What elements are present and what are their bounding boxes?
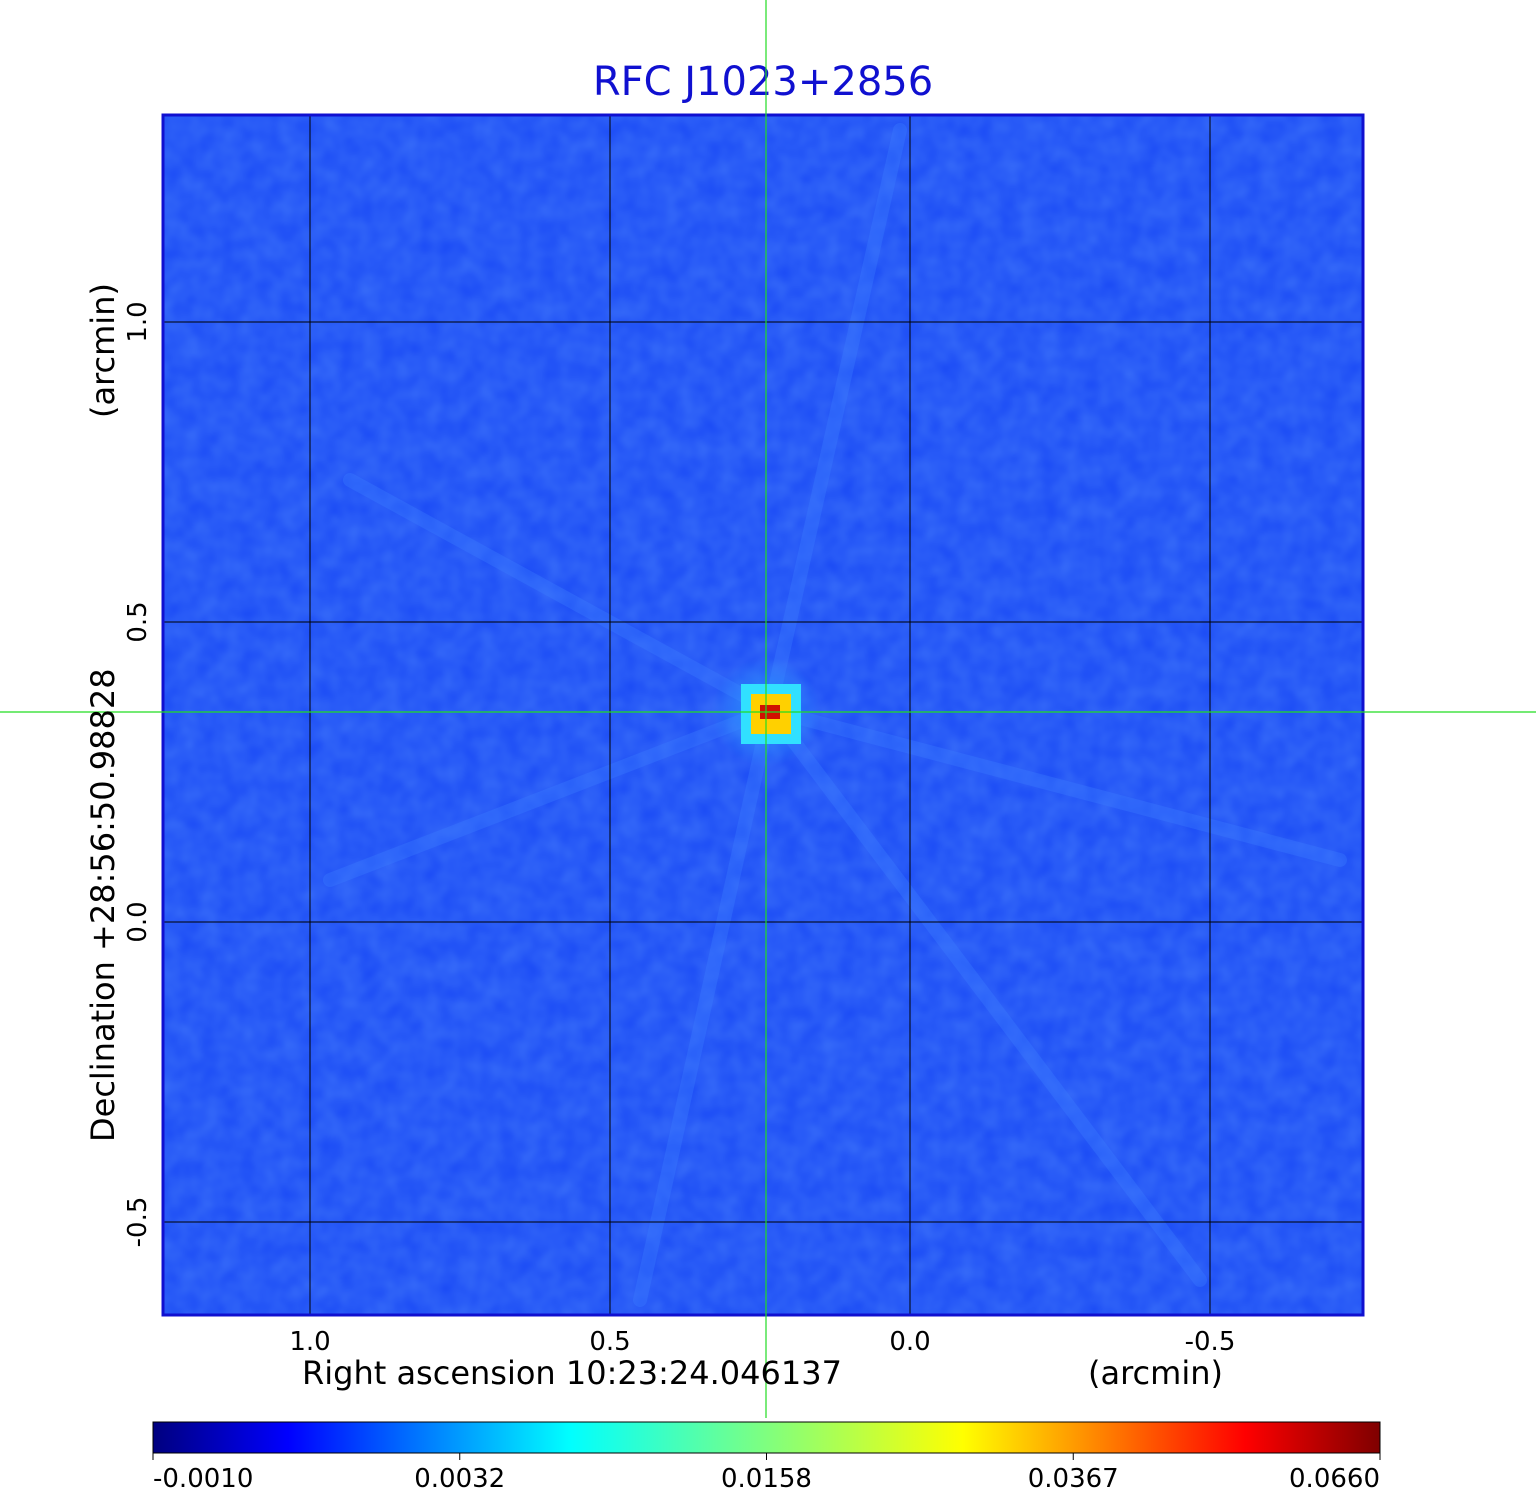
x-tick-label: 0.0	[889, 1327, 930, 1357]
colorbar-tick-labels: -0.0010 0.0032 0.0158 0.0367 0.0660	[152, 1453, 1381, 1494]
chart-title: RFC J1023+2856	[593, 59, 933, 105]
y-tick-labels: 1.0 0.5 0.0 -0.5	[123, 301, 153, 1247]
x-axis-unit: (arcmin)	[1088, 1354, 1223, 1392]
y-axis-unit: (arcmin)	[84, 283, 122, 418]
colorbar-tick-label: 0.0032	[414, 1464, 505, 1494]
colorbar-tick-label: 0.0367	[1028, 1464, 1119, 1494]
y-axis-label: Declination +28:56:50.98828	[84, 668, 122, 1142]
y-tick-label: 0.0	[123, 901, 153, 942]
coordinate-grid	[163, 115, 1363, 1315]
x-tick-label: 1.0	[289, 1327, 330, 1357]
colorbar-tick-label: 0.0158	[721, 1464, 812, 1494]
x-tick-label: 0.5	[589, 1327, 630, 1357]
x-tick-label: -0.5	[1185, 1327, 1236, 1357]
sidelobe-streaks	[323, 123, 1347, 1307]
y-tick-label: 0.5	[123, 601, 153, 642]
y-tick-label: -0.5	[123, 1197, 153, 1248]
colorbar-tick-label: -0.0010	[153, 1464, 253, 1494]
x-axis-label: Right ascension 10:23:24.046137	[302, 1354, 842, 1392]
colorbar	[152, 1421, 1381, 1454]
image-field	[163, 115, 1363, 1315]
colorbar-tick-label: 0.0660	[1289, 1464, 1380, 1494]
y-tick-label: 1.0	[123, 301, 153, 342]
plot-frame	[161, 113, 1365, 1317]
x-tick-labels: 1.0 0.5 0.0 -0.5	[289, 1327, 1235, 1357]
